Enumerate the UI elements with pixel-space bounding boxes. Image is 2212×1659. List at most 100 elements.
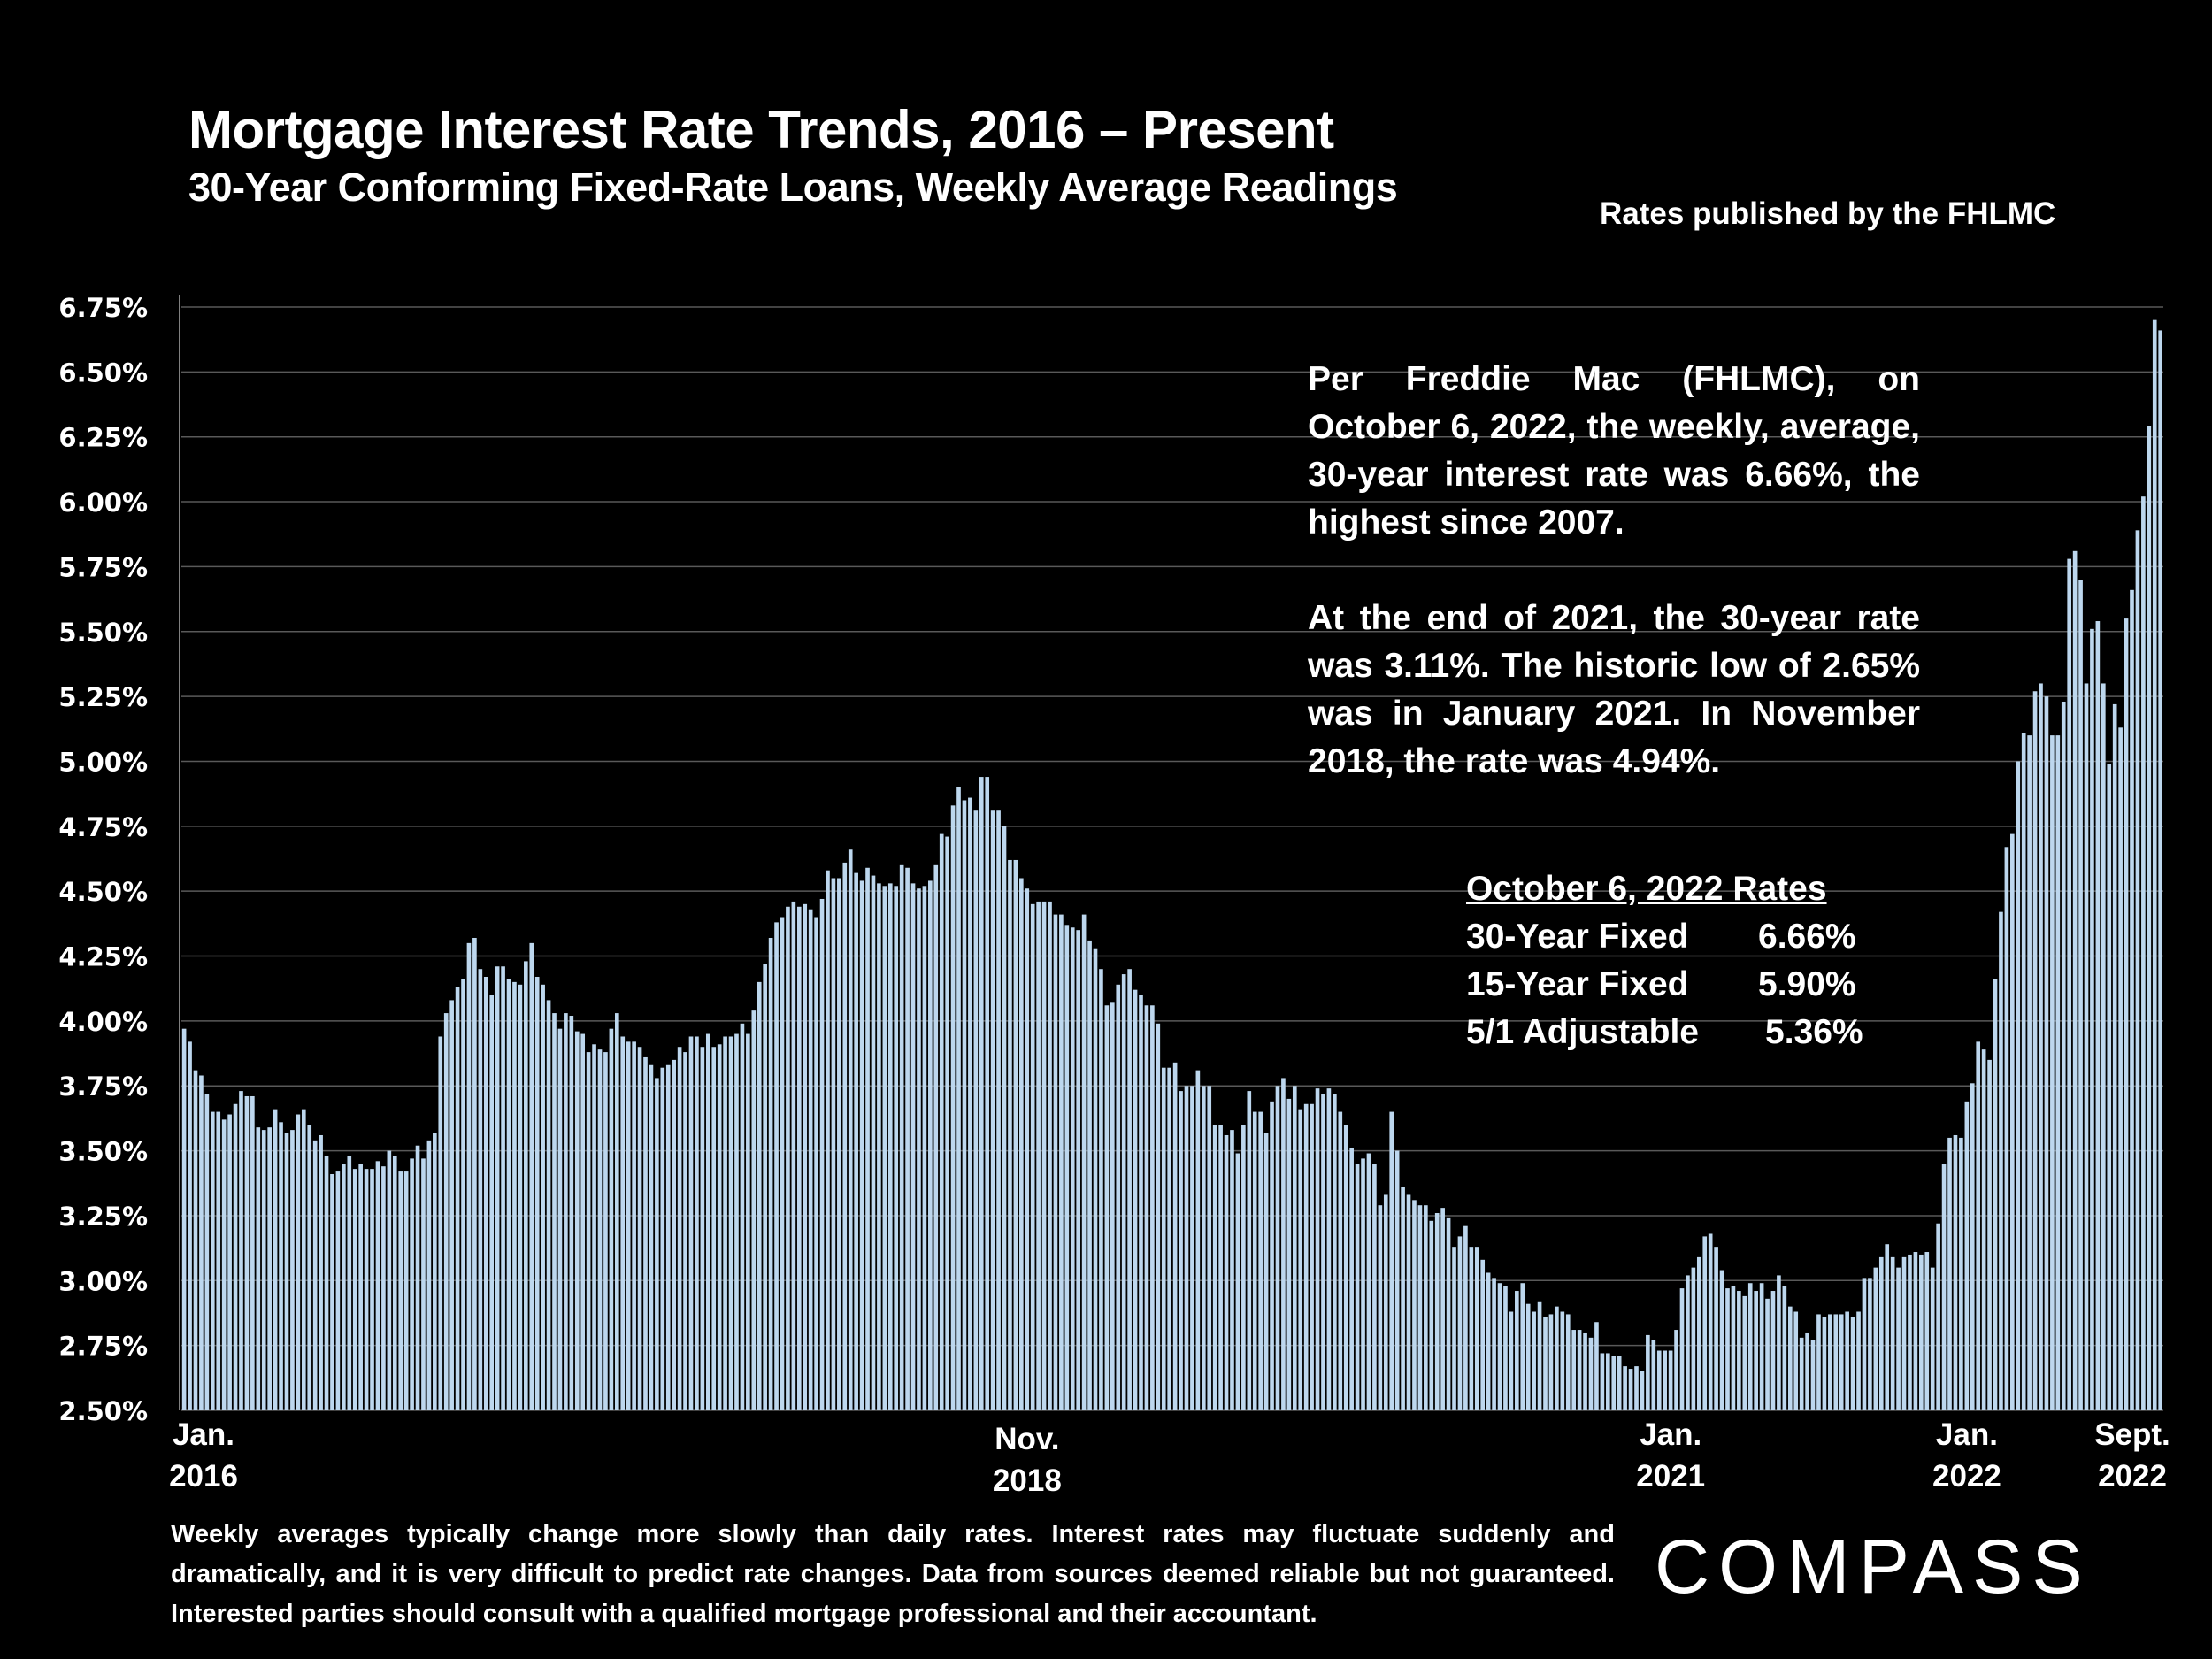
bar — [1383, 1194, 1388, 1410]
bar — [181, 1028, 187, 1410]
bar — [1656, 1350, 1662, 1410]
rates-row: 30-Year Fixed 6.66% — [1466, 913, 1863, 961]
bar — [603, 1052, 608, 1410]
bar — [1600, 1353, 1605, 1410]
bar — [1833, 1314, 1839, 1410]
bar — [455, 987, 460, 1410]
bar — [375, 1161, 380, 1410]
bar — [854, 872, 858, 1410]
bar — [290, 1130, 295, 1410]
x-tick-label: 2022 — [2098, 1459, 2167, 1494]
bar — [1555, 1306, 1559, 1410]
bar — [1588, 1337, 1594, 1410]
bar — [819, 898, 825, 1410]
bar — [705, 1033, 710, 1410]
bar — [1275, 1086, 1280, 1410]
bar — [284, 1133, 289, 1410]
bar — [239, 1091, 243, 1410]
bar — [2112, 703, 2117, 1410]
bar — [763, 964, 767, 1410]
bar — [1116, 984, 1121, 1410]
bar — [495, 966, 500, 1410]
bar — [2130, 589, 2134, 1410]
bar — [956, 787, 961, 1410]
bar — [660, 1067, 665, 1410]
bar — [614, 1013, 619, 1410]
bar — [1981, 1049, 1986, 1410]
bar — [831, 878, 836, 1410]
bar — [1640, 1371, 1645, 1410]
bar — [478, 969, 483, 1410]
bar — [796, 906, 802, 1410]
chart-title: Mortgage Interest Rate Trends, 2016 – Pr… — [188, 100, 1334, 159]
bar — [1747, 1283, 1753, 1410]
bar — [592, 1044, 596, 1410]
bar — [672, 1059, 676, 1410]
bar — [677, 1047, 682, 1410]
bar — [2101, 683, 2106, 1410]
bar — [1417, 1205, 1423, 1410]
x-tick-label: Sept. — [2094, 1417, 2170, 1452]
bar — [2141, 496, 2146, 1410]
bar — [421, 1158, 426, 1410]
bar — [227, 1114, 232, 1410]
bar — [1172, 1062, 1178, 1410]
bar — [751, 1010, 757, 1410]
bar — [221, 1119, 227, 1410]
bar — [717, 1044, 722, 1410]
y-tick-label: 4.50% — [58, 877, 148, 907]
bar — [250, 1095, 255, 1410]
bar — [1611, 1356, 1617, 1410]
bar — [358, 1164, 363, 1410]
bar — [2158, 330, 2162, 1410]
bar — [887, 883, 893, 1410]
bar — [387, 1150, 392, 1410]
bars — [181, 319, 2162, 1410]
bar — [1201, 1086, 1206, 1410]
bar — [2010, 833, 2015, 1410]
bar — [1850, 1317, 1855, 1410]
bar — [512, 981, 517, 1410]
bar — [1908, 1254, 1912, 1410]
bar — [917, 888, 921, 1410]
bar — [1742, 1295, 1747, 1410]
bar — [1286, 1098, 1292, 1410]
bar — [1737, 1291, 1741, 1410]
bar — [433, 1133, 437, 1410]
bar — [426, 1140, 432, 1410]
bar — [1708, 1233, 1713, 1410]
bar — [1457, 1236, 1463, 1410]
bar — [273, 1109, 278, 1410]
bar — [364, 1169, 369, 1410]
bar — [1646, 1334, 1650, 1410]
bar — [826, 870, 830, 1410]
y-tick-label: 2.75% — [58, 1332, 148, 1362]
bar — [370, 1169, 374, 1410]
bar — [586, 1052, 591, 1410]
bar — [2061, 701, 2066, 1410]
bar — [461, 979, 465, 1410]
bar — [1195, 1070, 1201, 1410]
bar — [2084, 683, 2089, 1410]
bar — [307, 1125, 312, 1410]
bar — [1258, 1111, 1263, 1410]
bar — [2107, 764, 2112, 1410]
bar — [1515, 1291, 1519, 1410]
rate-value: 6.66% — [1758, 918, 1856, 956]
bar — [649, 1064, 654, 1410]
bar — [1184, 1086, 1189, 1410]
bar — [335, 1171, 341, 1410]
annotation-box: Per Freddie Mac (FHLMC), on October 6, 2… — [1308, 356, 1920, 833]
rates-row: 5/1 Adjustable 5.36% — [1466, 1009, 1863, 1056]
bar — [2067, 558, 2072, 1410]
bar — [757, 981, 762, 1410]
bar — [945, 836, 949, 1410]
bar — [1560, 1311, 1565, 1410]
bar — [1759, 1283, 1764, 1410]
bar — [1315, 1088, 1320, 1410]
bar — [1424, 1205, 1428, 1410]
bar — [1509, 1311, 1514, 1410]
x-tick-labels: Jan. 2016 Nov. 2018 Jan. 2021 Jan. 2022 Sept. 202… — [169, 1417, 2170, 1498]
bar — [193, 1070, 198, 1410]
bar — [768, 937, 773, 1410]
